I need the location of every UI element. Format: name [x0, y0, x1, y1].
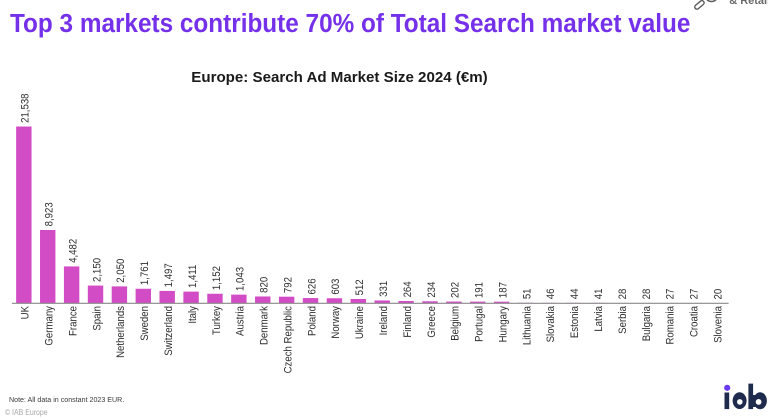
svg-text:1,761: 1,761: [139, 261, 151, 285]
svg-text:792: 792: [282, 277, 294, 293]
svg-text:27: 27: [665, 289, 677, 300]
svg-text:Italy: Italy: [187, 306, 199, 324]
svg-text:27: 27: [689, 289, 701, 300]
svg-text:Poland: Poland: [306, 306, 318, 336]
svg-text:Norway: Norway: [330, 306, 342, 339]
svg-text:41: 41: [593, 289, 605, 300]
svg-text:Croatia: Croatia: [689, 305, 701, 337]
svg-text:France: France: [67, 306, 79, 336]
svg-text:2,150: 2,150: [91, 258, 103, 282]
svg-text:4,482: 4,482: [67, 239, 79, 263]
svg-text:234: 234: [426, 282, 438, 298]
svg-text:Ireland: Ireland: [378, 306, 390, 335]
svg-text:191: 191: [474, 282, 486, 298]
svg-text:28: 28: [641, 289, 653, 300]
svg-text:46: 46: [545, 289, 557, 300]
svg-text:Belgium: Belgium: [450, 306, 462, 341]
svg-text:603: 603: [330, 279, 342, 295]
svg-text:Germany: Germany: [44, 306, 56, 346]
svg-text:20: 20: [712, 289, 724, 300]
svg-text:1,152: 1,152: [211, 266, 223, 290]
svg-text:331: 331: [378, 281, 390, 297]
svg-text:44: 44: [569, 289, 581, 300]
svg-text:Slovenia: Slovenia: [712, 305, 724, 343]
svg-text:Netherlands: Netherlands: [115, 306, 127, 358]
svg-text:Slovakia: Slovakia: [545, 305, 557, 342]
svg-text:264: 264: [402, 281, 414, 297]
svg-text:28: 28: [617, 289, 629, 300]
svg-text:1,497: 1,497: [163, 263, 175, 287]
svg-text:Estonia: Estonia: [569, 305, 581, 338]
svg-text:Hungary: Hungary: [497, 306, 509, 343]
svg-text:Lithuania: Lithuania: [521, 305, 533, 345]
svg-text:626: 626: [306, 278, 318, 294]
svg-text:Latvia: Latvia: [593, 305, 605, 331]
svg-text:Bulgaria: Bulgaria: [641, 305, 653, 341]
svg-text:202: 202: [450, 282, 462, 298]
svg-text:Ukraine: Ukraine: [354, 306, 366, 339]
svg-text:Switzerland: Switzerland: [163, 306, 175, 356]
svg-text:2,050: 2,050: [115, 259, 127, 283]
svg-text:Portugal: Portugal: [474, 306, 486, 342]
svg-text:820: 820: [259, 277, 271, 293]
svg-text:Sweden: Sweden: [139, 306, 151, 341]
svg-text:Czech Republic: Czech Republic: [282, 306, 294, 374]
svg-text:Finland: Finland: [402, 306, 414, 338]
svg-text:Romania: Romania: [665, 305, 677, 344]
svg-text:UK: UK: [20, 305, 32, 319]
svg-text:187: 187: [497, 282, 509, 298]
svg-text:1,411: 1,411: [187, 265, 199, 288]
svg-text:Denmark: Denmark: [259, 306, 271, 345]
svg-text:Greece: Greece: [426, 306, 438, 338]
svg-text:Serbia: Serbia: [617, 305, 629, 334]
svg-text:Spain: Spain: [91, 306, 103, 331]
svg-text:1,043: 1,043: [235, 267, 247, 291]
svg-text:Austria: Austria: [235, 305, 247, 336]
svg-text:21,538: 21,538: [20, 93, 32, 122]
svg-text:512: 512: [354, 279, 366, 295]
svg-text:51: 51: [521, 288, 533, 299]
svg-text:8,923: 8,923: [44, 202, 56, 226]
svg-text:Turkey: Turkey: [211, 306, 223, 335]
